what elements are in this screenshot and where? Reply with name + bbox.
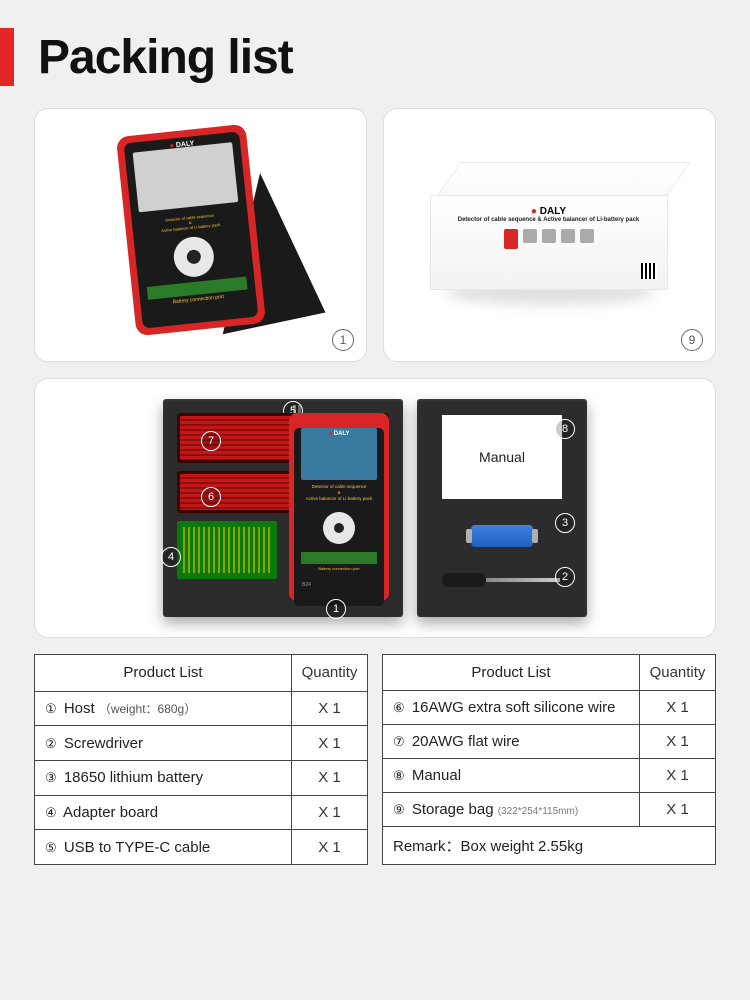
device-body: DALY Detector of cable sequence&Active b…: [115, 124, 265, 336]
foam-badge-8: 8: [555, 419, 575, 439]
qty-cell: X 1: [292, 761, 368, 796]
tables-row: Product ListQuantity ① Host （weight：680g…: [34, 654, 716, 865]
card-storage-box: ● DALY Detector of cable sequence & Acti…: [383, 108, 716, 362]
table-row: ⑨ Storage bag (322*254*115mm)X 1: [383, 793, 716, 827]
tbody-left: ① Host （weight：680g）X 1② ScrewdriverX 1③…: [35, 691, 368, 864]
foam-badge-3: 3: [555, 513, 575, 533]
screwdriver-icon: [442, 575, 562, 585]
product-cell: ⑨ Storage bag (322*254*115mm): [383, 793, 640, 827]
product-cell: ⑧ Manual: [383, 759, 640, 793]
table-row: ④ Adapter boardX 1: [35, 795, 368, 830]
product-table-right: Product ListQuantity ⑥ 16AWG extra soft …: [382, 654, 716, 865]
qty-cell: X 1: [292, 691, 368, 726]
table-row: ⑦ 20AWG flat wireX 1: [383, 725, 716, 759]
qty-cell: X 1: [640, 691, 716, 725]
box-brand: ● DALY: [531, 206, 566, 217]
product-cell: ④ Adapter board: [35, 795, 292, 830]
qty-cell: X 1: [292, 726, 368, 761]
qty-cell: X 1: [640, 759, 716, 793]
foam-tray-left: 5 7 6 4 DALY Detector of cable sequence&…: [163, 399, 403, 617]
manual-icon: Manual: [442, 415, 562, 499]
remark-row: Remark：Box weight 2.55kg: [383, 827, 716, 865]
remark-cell: Remark：Box weight 2.55kg: [383, 827, 716, 865]
box-subtitle: Detector of cable sequence & Active bala…: [458, 217, 640, 223]
foam-badge-1: 1: [326, 599, 346, 619]
page-title: Packing list: [38, 30, 293, 85]
box-icons: [504, 229, 594, 249]
accent-bar: [0, 28, 14, 86]
foam-tray-right: Manual 8 3 2: [417, 399, 587, 617]
tbody-right: ⑥ 16AWG extra soft silicone wireX 1⑦ 20A…: [383, 691, 716, 827]
qty-cell: X 1: [640, 725, 716, 759]
mini-device: DALY Detector of cable sequence&Active b…: [289, 413, 389, 601]
table-row: ⑥ 16AWG extra soft silicone wireX 1: [383, 691, 716, 725]
top-card-row: DALY Detector of cable sequence&Active b…: [34, 108, 716, 362]
product-cell: ⑥ 16AWG extra soft silicone wire: [383, 691, 640, 725]
adapter-board-icon: [177, 521, 277, 579]
storage-box-illustration: ● DALY Detector of cable sequence & Acti…: [420, 160, 680, 310]
table-row: ⑤ USB to TYPE-C cableX 1: [35, 830, 368, 865]
qty-cell: X 1: [292, 830, 368, 865]
product-cell: ③ 18650 lithium battery: [35, 761, 292, 796]
th-product: Product List: [383, 655, 640, 691]
qty-cell: X 1: [292, 795, 368, 830]
product-cell: ② Screwdriver: [35, 726, 292, 761]
foam-badge-7: 7: [201, 431, 221, 451]
product-table-left: Product ListQuantity ① Host （weight：680g…: [34, 654, 368, 865]
device-dial: [171, 235, 215, 279]
product-cell: ⑤ USB to TYPE-C cable: [35, 830, 292, 865]
mini-device-logo: DALY: [328, 431, 349, 437]
device-illustration: DALY Detector of cable sequence&Active b…: [111, 125, 291, 345]
product-cell: ⑦ 20AWG flat wire: [383, 725, 640, 759]
foam-badge-2: 2: [555, 567, 575, 587]
battery-icon: [471, 525, 533, 547]
table-row: ⑧ ManualX 1: [383, 759, 716, 793]
page-header: Packing list: [0, 0, 750, 108]
table-row: ③ 18650 lithium batteryX 1: [35, 761, 368, 796]
foam-badge-4: 4: [161, 547, 181, 567]
product-cell: ① Host （weight：680g）: [35, 691, 292, 726]
card-badge-1: 1: [332, 329, 354, 351]
card-foam-layout: 5 7 6 4 DALY Detector of cable sequence&…: [34, 378, 716, 638]
th-product: Product List: [35, 655, 292, 692]
table-row: ① Host （weight：680g）X 1: [35, 691, 368, 726]
th-qty: Quantity: [640, 655, 716, 691]
manual-label: Manual: [479, 449, 525, 465]
card-badge-9: 9: [681, 329, 703, 351]
content-area: DALY Detector of cable sequence&Active b…: [0, 108, 750, 865]
qty-cell: X 1: [640, 793, 716, 827]
table-row: ② ScrewdriverX 1: [35, 726, 368, 761]
qr-icon: [641, 263, 657, 279]
device-screen: [132, 142, 238, 212]
th-qty: Quantity: [292, 655, 368, 692]
card-device: DALY Detector of cable sequence&Active b…: [34, 108, 367, 362]
foam-badge-6: 6: [201, 487, 221, 507]
